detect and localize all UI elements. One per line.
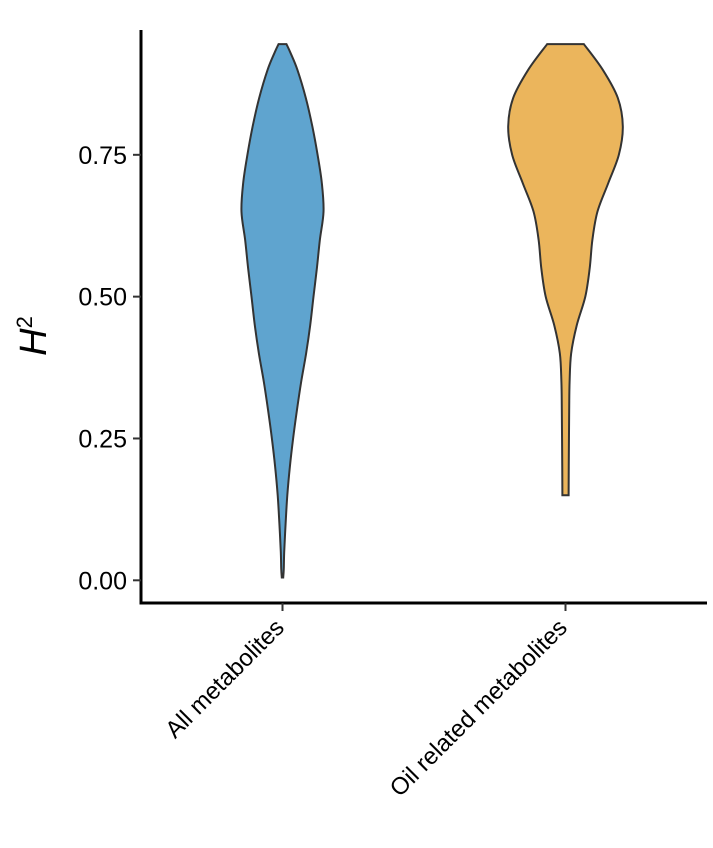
violins-layer — [240, 43, 624, 579]
y-tick-label: 0.00 — [78, 567, 127, 595]
y-tick-label: 0.75 — [78, 142, 127, 170]
y-tick-label: 0.50 — [78, 284, 127, 312]
x-category-label: All metabolites — [160, 614, 289, 743]
y-tick-label: 0.25 — [78, 425, 127, 453]
y-axis-title-superscript: 2 — [12, 316, 37, 328]
axes-layer — [139, 30, 707, 605]
x-category-label: Oil related metabolites — [385, 614, 573, 802]
violin-oil-related-metabolites — [507, 43, 624, 497]
y-axis-title-main: H — [13, 328, 55, 356]
x-ticks: All metabolites Oil related metabolites — [160, 603, 573, 802]
violin-all-metabolites — [240, 43, 325, 579]
y-axis-title: H2 — [12, 316, 55, 356]
y-ticks: 0.00 0.25 0.50 0.75 — [78, 142, 141, 595]
